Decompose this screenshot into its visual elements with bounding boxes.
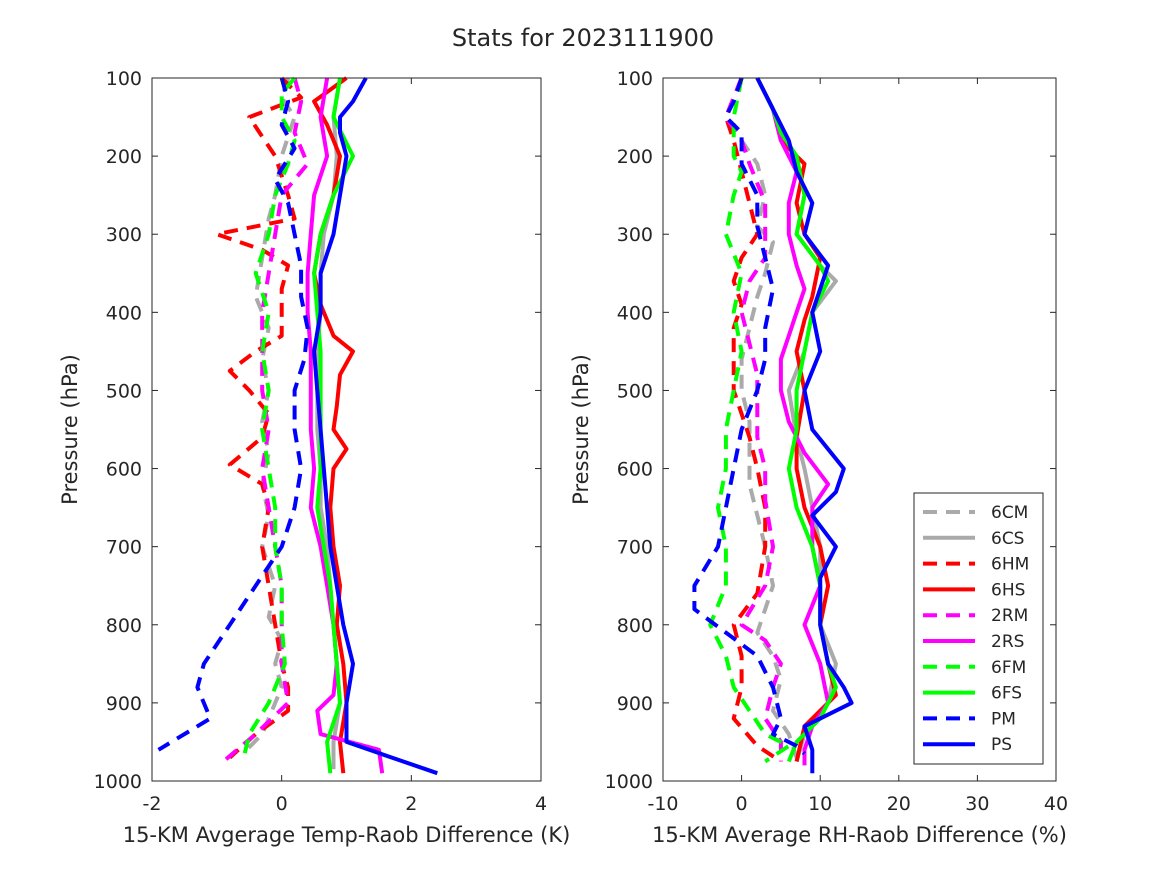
temp-series-ps (312, 77, 438, 776)
legend-label-2rs: 2RS (991, 632, 1024, 652)
rh-xtick-label: 40 (1044, 793, 1068, 815)
rh-xtick-label: -10 (647, 793, 678, 815)
rh-series-2rs (755, 77, 831, 766)
legend-label-pm: PM (991, 709, 1016, 729)
temp-ytick-label: 600 (106, 459, 142, 481)
temp-series-pm (157, 77, 310, 752)
temp-ytick-label: 100 (106, 68, 142, 90)
temp-xtick-label: -2 (143, 793, 162, 815)
rh-ytick-label: 800 (617, 615, 653, 637)
rh-x-axis-label: 15-KM Average RH-Raob Difference (%) (652, 823, 1067, 847)
legend-label-2rm: 2RM (991, 606, 1028, 626)
temp-series-6cm (241, 77, 297, 756)
rh-ytick-label: 500 (617, 380, 653, 402)
temp-ytick-label: 900 (106, 693, 142, 715)
rh-series-ps (755, 77, 854, 774)
rh-ytick-label: 200 (617, 146, 653, 168)
temp-y-axis-label: Pressure (hPa) (58, 354, 82, 505)
temp-series-6hm (214, 76, 304, 760)
legend-label-6fs: 6FS (991, 684, 1022, 704)
legend: 6CM 6CS 6HM 6HS 2RM 2RS 6FM 6FS PM PS (913, 492, 1044, 765)
legend-label-6cm: 6CM (991, 503, 1028, 523)
rh-ytick-label: 300 (617, 224, 653, 246)
rh-series-6cm (723, 77, 799, 759)
legend-label-ps: PS (991, 735, 1012, 755)
temp-xtick-label: 0 (276, 793, 288, 815)
temp-ytick-label: 1000 (94, 771, 142, 793)
temp-x-axis-label: 15-KM Avgerage Temp-Raob Difference (K) (123, 823, 571, 847)
rh-ytick-label: 600 (617, 459, 653, 481)
temp-ytick-label: 700 (106, 537, 142, 559)
rh-y-axis-label: Pressure (hPa) (569, 354, 593, 505)
temp-ytick-label: 300 (106, 224, 142, 246)
rh-series-6fm (708, 77, 791, 764)
rh-series-6hm (723, 77, 783, 764)
temp-ytick-label: 200 (106, 146, 142, 168)
rh-series-pm (692, 77, 806, 756)
temp-ytick-label: 500 (106, 380, 142, 402)
temp-xtick-label: 4 (535, 793, 547, 815)
rh-ytick-label: 1000 (605, 771, 653, 793)
rh-ytick-label: 100 (617, 68, 653, 90)
rh-ytick-label: 700 (617, 537, 653, 559)
rh-axes-box (662, 77, 1057, 782)
rh-ytick-label: 400 (617, 302, 653, 324)
figure-title: Stats for 2023111900 (452, 24, 714, 52)
legend-label-6cs: 6CS (991, 529, 1024, 549)
temp-ytick-label: 800 (106, 615, 142, 637)
legend-label-6hs: 6HS (991, 580, 1025, 600)
temp-ytick-label: 400 (106, 302, 142, 324)
temp-series-2rs (305, 77, 385, 774)
rh-xtick-label: 0 (736, 793, 748, 815)
rh-xtick-label: 10 (808, 793, 832, 815)
rh-xtick-label: 30 (965, 793, 989, 815)
rh-xtick-label: 20 (887, 793, 911, 815)
temp-diff-plot: -2 0 2 4 100 200 300 400 500 600 700 800 900 1000 15-K… (58, 68, 570, 847)
legend-label-6hm: 6HM (991, 555, 1029, 575)
rh-ytick-label: 900 (617, 693, 653, 715)
temp-xtick-label: 2 (405, 793, 417, 815)
temp-axes-box (151, 77, 542, 782)
legend-label-6fm: 6FM (991, 658, 1026, 678)
rh-diff-plot: -10 0 10 20 30 40 100 200 300 400 500 600 700 800 900 1… (569, 68, 1068, 847)
temp-series-6hs (312, 76, 355, 774)
